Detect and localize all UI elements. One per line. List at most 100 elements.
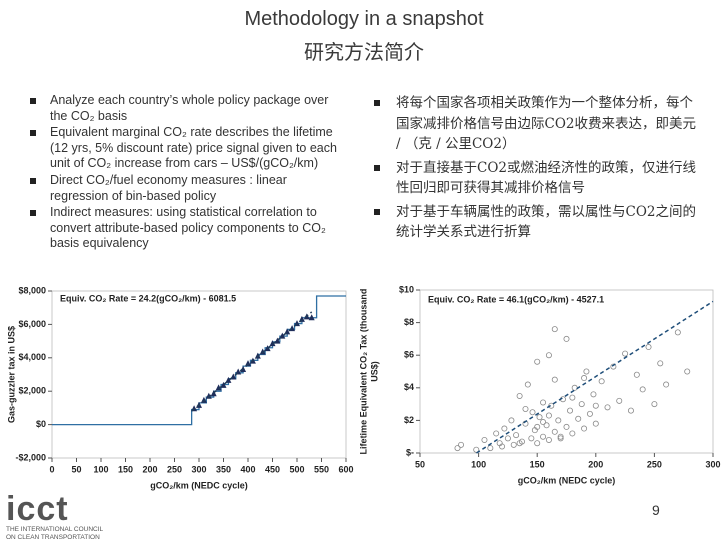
marker <box>487 445 494 452</box>
org: THE INTERNATIONAL COUNCIL ON CLEAN TRANS… <box>6 526 103 542</box>
marker <box>627 407 634 414</box>
y-axis-label: US$) <box>369 361 379 382</box>
marker <box>540 399 547 406</box>
x-tick-label: 200 <box>588 459 603 469</box>
marker <box>590 391 597 398</box>
marker <box>571 384 578 391</box>
marker <box>499 443 506 450</box>
marker <box>555 417 562 424</box>
marker <box>563 423 570 430</box>
marker <box>674 329 681 336</box>
marker <box>657 360 664 367</box>
marker <box>545 412 552 419</box>
y-tick-label: $10 <box>399 284 414 294</box>
marker <box>684 368 691 375</box>
bullet: Equivalent marginal CO₂ rate describes t… <box>28 125 346 172</box>
x-axis-label: gCO₂/km (NEDC cycle) <box>150 480 248 490</box>
marker <box>528 435 535 442</box>
y-tick-label: $6,000 <box>18 319 46 329</box>
y-tick-label: $4,000 <box>18 352 46 362</box>
marker <box>575 415 582 422</box>
marker <box>604 404 611 411</box>
marker <box>215 384 222 391</box>
bullet: 对于直接基于CO2或燃油经济性的政策，仅进行线性回归即可获得其减排价格信号 <box>372 158 702 199</box>
x-axis-label: gCO₂/km (NEDC cycle) <box>518 475 616 485</box>
y-tick-label: $2 <box>404 415 414 425</box>
y-tick-label: $8,000 <box>18 285 46 295</box>
logo: icct <box>6 490 69 528</box>
marker <box>645 344 652 351</box>
marker <box>540 433 547 440</box>
marker <box>586 410 593 417</box>
x-tick-label: 150 <box>118 464 133 474</box>
marker <box>598 378 605 385</box>
marker <box>639 386 646 393</box>
x-tick-label: 100 <box>471 459 486 469</box>
x-tick-label: 450 <box>265 464 280 474</box>
marker <box>516 392 523 399</box>
marker <box>220 381 227 388</box>
x-tick-label: 350 <box>216 464 231 474</box>
marker <box>225 376 232 383</box>
marker <box>516 440 523 447</box>
x-tick-label: 300 <box>705 459 720 469</box>
marker <box>308 314 315 321</box>
marker <box>534 440 541 447</box>
y-tick-label: $2,000 <box>18 386 46 396</box>
marker <box>610 363 617 370</box>
marker <box>504 435 511 442</box>
x-tick-label: 300 <box>191 464 206 474</box>
x-tick-label: 250 <box>647 459 662 469</box>
marker <box>543 422 550 429</box>
y-tick-label: $6 <box>404 350 414 360</box>
org-line: THE INTERNATIONAL COUNCIL <box>6 526 104 533</box>
plot-border <box>419 289 714 454</box>
marker <box>536 414 543 421</box>
x-tick-label: 150 <box>530 459 545 469</box>
y-tick-label: $0 <box>36 419 46 429</box>
x-tick-label: 600 <box>338 464 353 474</box>
page-number: 9 <box>652 502 660 518</box>
y-tick-label: -$2,000 <box>15 452 46 462</box>
marker <box>545 352 552 359</box>
marker <box>510 441 517 448</box>
marker <box>508 417 515 424</box>
x-tick-label: 0 <box>49 464 54 474</box>
marker <box>557 433 564 440</box>
marker <box>581 375 588 382</box>
bullets-zh: 将每个国家各项相关政策作为一个整体分析，每个国家减排价格信号由边际CO2收费来表… <box>372 93 702 246</box>
marker <box>493 430 500 437</box>
marker <box>205 392 212 399</box>
marker <box>616 397 623 404</box>
marker <box>592 420 599 427</box>
series-line <box>191 311 313 412</box>
bullets-en: Analyze each country’s whole policy pack… <box>28 93 346 253</box>
marker <box>481 436 488 443</box>
marker <box>454 445 461 452</box>
marker <box>663 381 670 388</box>
marker <box>578 401 585 408</box>
x-tick-label: 400 <box>240 464 255 474</box>
x-tick-label: 50 <box>415 459 425 469</box>
marker <box>529 409 536 416</box>
marker <box>567 407 574 414</box>
marker <box>245 360 251 367</box>
annotation: Equiv. CO₂ Rate = 24.2(gCO₂/km) - 6081.5 <box>60 293 236 303</box>
marker <box>569 394 576 401</box>
marker <box>592 402 599 409</box>
marker <box>540 419 547 426</box>
y-tick-label: $8 <box>404 317 414 327</box>
title-zh: 研究方法简介 <box>304 42 424 64</box>
y-tick-label: $4 <box>404 382 414 392</box>
x-tick-label: 200 <box>142 464 157 474</box>
marker <box>534 358 541 365</box>
bullet: 对于基于车辆属性的政策，需以属性与CO2之间的统计学关系式进行折算 <box>372 202 702 243</box>
marker <box>458 441 465 448</box>
marker <box>269 340 276 347</box>
marker <box>534 423 541 430</box>
marker <box>548 402 555 409</box>
marker <box>545 436 552 443</box>
y-axis-label: Gas-guzzler tax in US$ <box>6 326 16 423</box>
